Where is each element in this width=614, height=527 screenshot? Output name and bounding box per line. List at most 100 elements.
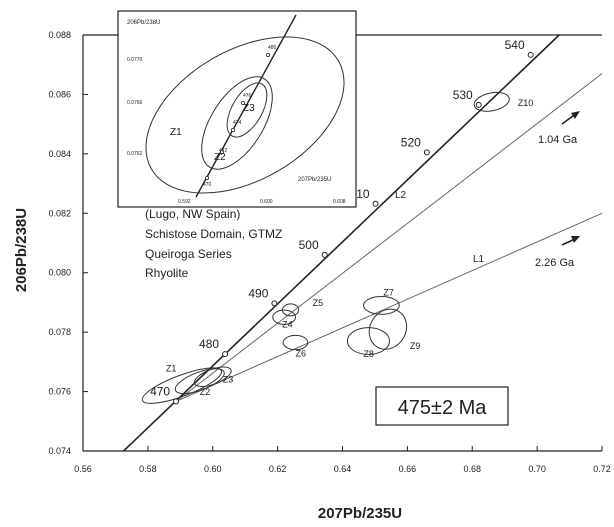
inset-content [145,14,345,198]
age-label-480: 480 [199,337,219,351]
inset-age-label: 476 [243,93,252,99]
inset-ellipse-label: Z3 [243,103,255,114]
y-axis-title: 206Pb/238U [13,208,30,292]
l1-label: L1 [473,254,485,265]
x-axis-title: 207Pb/235U [318,505,402,522]
inset-ytick-label: 0.0766 [127,100,143,106]
y-tick-label: 0.084 [48,149,71,159]
inset-age-point [240,101,245,106]
age-point-510 [372,200,379,207]
x-tick-label: 0.62 [269,464,287,474]
inset-ytick-label: 0.0770 [127,57,143,63]
inset-age-label: 472 [219,148,228,154]
ellipse-z6 [282,334,309,351]
age-point-490 [271,300,278,307]
ellipse-label-z2: Z2 [200,387,211,397]
age-point-530 [475,101,482,108]
age-point-540 [527,51,534,58]
ga-label-l1: 2.26 Ga [535,257,575,269]
inset-age-label: 480 [268,45,277,51]
inset-age-label: 474 [233,120,242,126]
age-label-530: 530 [453,88,473,102]
inset-age-point [204,175,209,180]
inset-plot: 206Pb/238U 207Pb/235U 0.0770 0.0766 0.07… [117,10,357,208]
y-tick-label: 0.082 [48,208,71,218]
y-tick-label: 0.088 [48,30,71,40]
x-tick-label: 0.72 [593,464,611,474]
inset-ellipse-label: Z2 [214,152,226,163]
ellipse-z1 [141,367,223,404]
inset-xtick-label: 0.592 [178,199,191,205]
ellipse-z9 [368,308,408,350]
discordia-line-l1 [175,212,603,402]
y-tick-label: 0.080 [48,268,71,278]
y-tick-label: 0.078 [48,327,71,337]
ellipse-label-z10: Z10 [518,98,534,108]
ellipse-z4 [272,309,296,325]
age-box [375,386,509,426]
ellipse-z7 [363,295,400,315]
inset-ellipse-label: Z1 [170,127,182,138]
y-tick-label: 0.086 [48,89,71,99]
age-label-470: 470 [150,384,170,398]
age-label-540: 540 [505,38,525,52]
y-tick-label: 0.076 [48,387,71,397]
arrow-icon-upper [561,111,580,125]
ellipse-label-z9: Z9 [410,341,421,351]
x-tick-label: 0.70 [528,464,546,474]
age-label-500: 500 [299,238,319,252]
inset-age-point [265,53,270,58]
inset-xtick-label: 0.608 [333,199,346,205]
ellipse-z3 [193,366,232,387]
ellipse-label-z5: Z5 [313,298,324,308]
concordia-line [122,34,560,452]
concordia-lines [122,34,603,452]
age-box-text: 475±2 Ma [398,397,488,419]
inset-concordia-line [195,14,297,198]
inset-age-point [230,127,235,132]
ellipse-label-z3: Z3 [223,375,234,385]
age-point-520 [423,149,430,156]
ellipse-label-z4: Z4 [282,319,293,329]
rock-label: Rhyolite [145,266,189,280]
inset-ellipse-z3 [226,82,268,138]
ellipse-label-z1: Z1 [166,364,177,374]
inset-x-axis-label: 207Pb/235U [298,177,331,183]
x-tick-label: 0.66 [399,464,417,474]
series-label: Queiroga Series [145,247,232,261]
ellipse-label-z7: Z7 [383,287,394,297]
ellipse-z5 [281,303,300,317]
ellipse-z8 [346,327,391,355]
zircon-ellipses: Z1 Z2 Z3 Z4 Z5 Z6 Z7 Z8 Z9 Z10 [141,91,534,404]
arrow-icon-lower [561,236,580,246]
inset-ellipse-z2 [201,76,273,170]
age-point-480 [222,351,229,358]
discordia-line-l2 [175,73,603,402]
inset-y-axis-label: 206Pb/238U [127,20,160,26]
age-label-490: 490 [248,286,268,300]
inset-age-point [219,149,224,154]
x-tick-label: 0.56 [74,464,92,474]
ellipse-label-z6: Z6 [295,349,306,359]
age-label-520: 520 [401,135,421,149]
ellipse-z10 [473,91,510,112]
y-tick-label: 0.074 [48,446,71,456]
location-label: (Lugo, NW Spain) [145,207,240,221]
ga-label-l2: 1.04 Ga [538,134,578,146]
ellipse-label-z8: Z8 [363,349,374,359]
inset-age-label: 470 [203,182,212,188]
inset-ytick-label: 0.0762 [127,151,143,157]
x-tick-label: 0.68 [463,464,481,474]
inset-xtick-label: 0.600 [260,199,273,205]
x-tick-label: 0.64 [334,464,352,474]
inset-ellipse-z1 [145,36,345,194]
age-point-470 [173,398,180,405]
x-tick-label: 0.58 [139,464,157,474]
domain-label: Schistose Domain, GTMZ [145,227,282,241]
age-point-500 [321,251,328,258]
x-tick-label: 0.60 [204,464,222,474]
ellipse-z2 [174,368,225,395]
inset-frame [117,10,357,208]
l2-label: L2 [395,190,407,201]
